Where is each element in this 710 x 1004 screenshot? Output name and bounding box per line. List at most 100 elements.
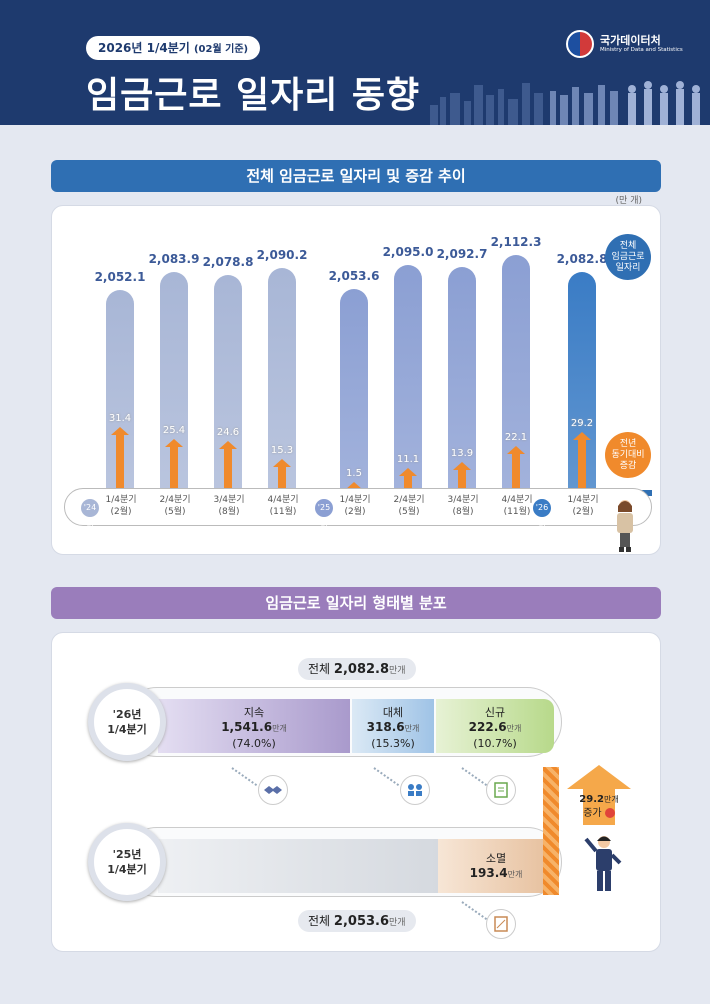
x-tick-label: 3/4분기 (8월): [213, 495, 245, 517]
segment-remaining: [158, 839, 438, 893]
people-exchange-icon: [400, 775, 430, 805]
segment-replacement-value: 318.6: [366, 720, 405, 734]
legend-total-line1: 전체: [619, 240, 637, 251]
total-2026-value: 2,082.8: [333, 662, 390, 677]
x-tick-label: 2/4분기 (5월): [393, 495, 425, 517]
org-name-ko: 국가데이터처: [600, 33, 661, 47]
legend-total-line3: 일자리: [615, 262, 641, 273]
legend-change-line1: 전년: [619, 438, 637, 449]
x-tick-label: 4/4분기 (11월): [501, 495, 533, 517]
segment-new-name: 신규: [484, 706, 506, 719]
year-badge: '26년: [533, 499, 551, 530]
change-arrow: [507, 445, 525, 490]
legend-total-line2: 임금근로: [611, 251, 645, 262]
period-tag-sub: (02월 기준): [193, 44, 249, 55]
change-value-label: 24.6: [216, 426, 240, 438]
distribution-panel: 전체 2,082.8만개 '26년 1/4분기 지속 1,541.6만개 (74.…: [51, 632, 661, 952]
segment-continuing-name: 지속: [243, 706, 265, 719]
org-logo: 국가데이터처 Ministry of Data and Statistics: [566, 30, 683, 58]
total-bar: [340, 289, 368, 490]
total-value-label: 2,082.8: [556, 252, 608, 267]
segment-extinct-unit: 만개: [507, 870, 523, 879]
change-value-label: 11.1: [396, 453, 420, 465]
connector-continuing: [231, 767, 258, 787]
total-2025-label: 전체: [308, 914, 331, 928]
period-2025-year: '25년: [112, 848, 142, 861]
total-2026-pill: 전체 2,082.8만개: [298, 658, 416, 680]
chart-unit: (만 개): [615, 196, 642, 206]
segment-new-unit: 만개: [506, 724, 522, 733]
x-tick-label: 4/4분기 (11월): [267, 495, 299, 517]
change-arrow: [111, 427, 129, 490]
total-bar: [394, 265, 422, 490]
total-bar: [448, 266, 476, 490]
change-arrow: [165, 439, 183, 490]
total-2025-unit: 만개: [389, 918, 406, 928]
increase-value: 29.2: [579, 794, 604, 805]
connector-new: [461, 767, 488, 787]
change-arrow: [399, 467, 417, 490]
page-title: 임금근로 일자리 동향: [86, 75, 421, 116]
change-value-label: 22.1: [504, 431, 528, 443]
increase-label: 29.2만개 증가: [572, 793, 626, 821]
segment-continuing-share: (74.0%): [232, 737, 276, 750]
segment-continuing: 지속 1,541.6만개 (74.0%): [158, 699, 350, 753]
year-badge: '25년: [315, 499, 333, 530]
total-value-label: 2,083.9: [148, 251, 200, 266]
year-badge: '24년: [81, 499, 99, 530]
segment-new-value: 222.6: [468, 720, 507, 734]
change-value-label: 29.2: [570, 417, 594, 429]
change-value-label: 15.3: [270, 445, 294, 457]
period-2025-quarter: 1/4분기: [107, 863, 147, 876]
org-name-en: Ministry of Data and Statistics: [600, 47, 683, 54]
period-2026-quarter: 1/4분기: [107, 723, 147, 736]
man-cheering-icon: [584, 836, 622, 891]
segment-extinct-value: 193.4: [469, 866, 508, 880]
segment-replacement-unit: 만개: [404, 724, 420, 733]
period-tag: 2026년 1/4분기 (02월 기준): [86, 36, 261, 60]
period-tag-main: 2026년 1/4분기: [98, 41, 190, 55]
total-value-label: 2,090.2: [256, 247, 308, 262]
x-tick-label: 2/4분기 (5월): [159, 495, 191, 517]
change-arrow: [219, 440, 237, 490]
total-value-label: 2,052.1: [94, 269, 146, 284]
legend-change-line3: 증감: [619, 460, 637, 471]
up-circle-icon: [604, 808, 615, 818]
period-2025-ring: '25년 1/4분기: [88, 823, 166, 901]
total-bar: [268, 267, 296, 490]
change-arrow: [573, 431, 591, 490]
increase-gap-bar: [543, 767, 559, 895]
segment-replacement-share: (15.3%): [371, 737, 415, 750]
total-value-label: 2,092.7: [436, 246, 488, 261]
increase-arrow-icon: [567, 765, 631, 825]
legend-total-badge: 전체 임금근로 일자리: [605, 234, 651, 280]
new-document-icon: [486, 775, 516, 805]
change-value-label: 31.4: [108, 413, 132, 425]
trend-chart-panel: (만 개) 2,052.1 31.4 2,083.9 25.4 2,078.8 24.6 2…: [51, 196, 661, 555]
change-value-label: 25.4: [162, 425, 186, 437]
change-value-label: 13.9: [450, 448, 474, 460]
taegeuk-icon: [566, 30, 594, 58]
segment-continuing-unit: 만개: [272, 724, 287, 733]
woman-presenter-icon: [617, 500, 633, 552]
total-2025-pill: 전체 2,053.6만개: [298, 910, 416, 932]
legend-change-badge: 전년 동기대비 증감: [605, 432, 651, 478]
change-arrow: [453, 462, 471, 490]
change-arrow: [273, 459, 291, 490]
increase-unit: 만개: [603, 795, 619, 804]
segment-replacement: 대체 318.6만개 (15.3%): [352, 699, 434, 753]
total-value-label: 2,053.6: [328, 269, 380, 284]
section2-title: 임금근로 일자리 형태별 분포: [51, 587, 661, 619]
section1-title: 전체 임금근로 일자리 및 증감 추이: [51, 160, 661, 192]
change-value-label: 1.5: [346, 468, 362, 479]
x-axis-band: '24년 '25년 '26년 1/4분기 (2월) 2/4분기 (5월) 3/4분기 (8월) 4…: [64, 488, 652, 530]
total-2026-label: 전체: [308, 662, 331, 676]
segment-extinct-name: 소멸: [485, 852, 507, 865]
segment-replacement-name: 대체: [382, 706, 404, 719]
x-tick-label: 3/4분기 (8월): [447, 495, 479, 517]
segment-new: 신규 222.6만개 (10.7%): [436, 699, 554, 753]
total-value-label: 2,112.3: [490, 235, 542, 250]
header-banner: 2026년 1/4분기 (02월 기준) 임금근로 일자리 동향 국가데이터처 …: [0, 0, 710, 125]
handshake-icon: [258, 775, 288, 805]
total-value-label: 2,095.0: [382, 245, 434, 260]
